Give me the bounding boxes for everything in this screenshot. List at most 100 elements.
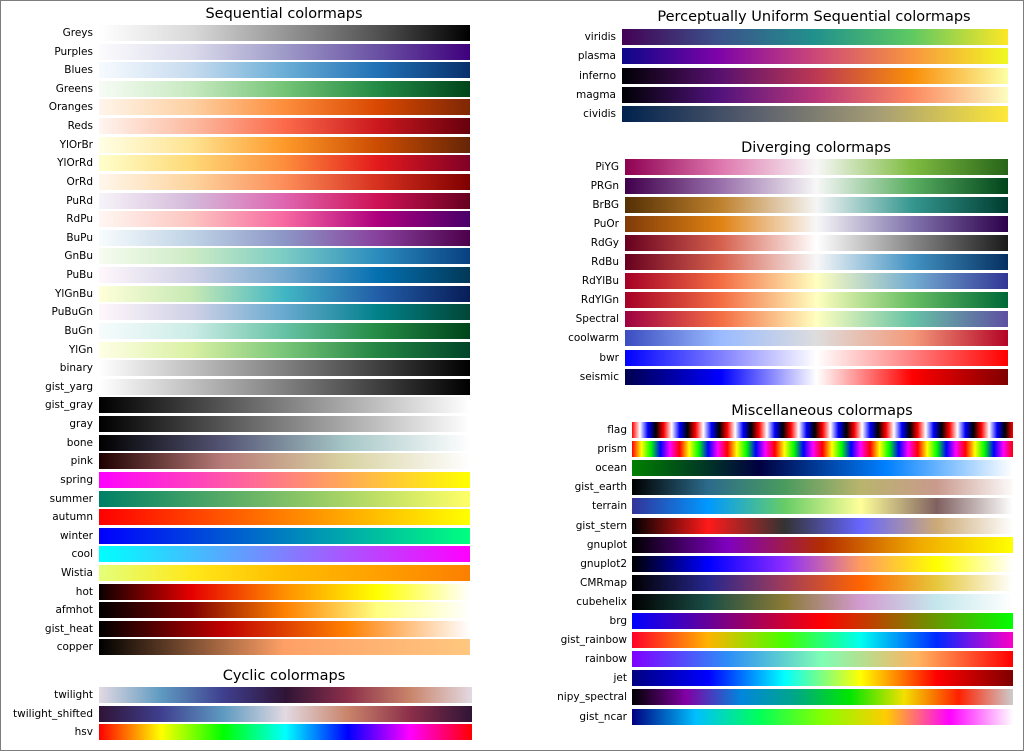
colormap-label: afmhot	[55, 604, 93, 616]
colormap-row-gist-gray: gist_gray	[0, 397, 470, 413]
colormap-bar	[99, 379, 470, 395]
colormap-bar	[632, 670, 1013, 686]
colormap-row-copper: copper	[0, 639, 470, 655]
colormap-row-afmhot: afmhot	[0, 602, 470, 618]
colormap-bar	[99, 248, 470, 264]
colormap-label: YlOrRd	[57, 157, 93, 169]
colormap-label: hot	[75, 586, 93, 598]
colormap-bar	[99, 99, 470, 115]
colormap-row-flag: flag	[0, 422, 1013, 438]
colormap-row-cividis: cividis	[0, 106, 1008, 122]
colormap-bar	[625, 350, 1008, 366]
colormap-label: PuRd	[66, 195, 93, 207]
colormap-row-rdylgn: RdYlGn	[0, 292, 1008, 308]
colormap-bar	[625, 216, 1008, 232]
colormap-label: Purples	[54, 46, 93, 58]
colormap-row-blues: Blues	[0, 62, 470, 78]
colormap-bar	[99, 621, 470, 637]
colormap-row-cubehelix: cubehelix	[0, 594, 1013, 610]
colormap-label: gist_stern	[575, 520, 627, 532]
colormap-label: gnuplot2	[580, 558, 627, 570]
colormap-label: gist_earth	[574, 481, 627, 493]
colormap-row-brbg: BrBG	[0, 197, 1008, 213]
colormap-bar	[99, 472, 470, 488]
colormap-bar	[632, 613, 1013, 629]
colormap-label: inferno	[579, 70, 616, 82]
colormap-row-magma: magma	[0, 87, 1008, 103]
colormap-label: GnBu	[64, 250, 93, 262]
colormap-label: brg	[609, 615, 627, 627]
colormap-label: BrBG	[592, 199, 619, 211]
colormap-bar	[632, 575, 1013, 591]
colormap-row-summer: summer	[0, 491, 470, 507]
colormap-label: rainbow	[585, 653, 627, 665]
group-title: Sequential colormaps	[205, 6, 363, 22]
colormap-label: seismic	[579, 371, 619, 383]
colormap-row-cmrmap: CMRmap	[0, 575, 1013, 591]
colormap-row-gist-yarg: gist_yarg	[0, 379, 470, 395]
colormap-bar	[632, 498, 1013, 514]
colormap-label: gist_ncar	[579, 711, 627, 723]
colormap-bar	[99, 360, 470, 376]
colormap-row-brg: brg	[0, 613, 1013, 629]
colormap-row-inferno: inferno	[0, 68, 1008, 84]
colormap-bar	[99, 118, 470, 134]
colormap-row-gist-ncar: gist_ncar	[0, 709, 1013, 725]
colormap-label: PRGn	[590, 180, 619, 192]
colormap-label: pink	[70, 455, 93, 467]
colormap-label: YlGnBu	[55, 288, 93, 300]
colormap-row-rdgy: RdGy	[0, 235, 1008, 251]
colormap-label: gist_heat	[44, 623, 93, 635]
group-title: Perceptually Uniform Sequential colormap…	[657, 9, 971, 25]
colormap-row-plasma: plasma	[0, 48, 1008, 64]
colormap-row-bupu: BuPu	[0, 230, 470, 246]
colormap-bar	[99, 416, 470, 432]
colormap-bar	[99, 565, 470, 581]
colormap-row-ylgn: YlGn	[0, 342, 470, 358]
colormap-row-ylorbr: YlOrBr	[0, 137, 470, 153]
colormap-row-autumn: autumn	[0, 509, 470, 525]
colormap-row-purd: PuRd	[0, 193, 470, 209]
colormap-bar	[632, 479, 1013, 495]
colormap-row-gnuplot2: gnuplot2	[0, 556, 1013, 572]
colormap-row-rdylbu: RdYlBu	[0, 273, 1008, 289]
colormap-bar	[99, 639, 470, 655]
colormap-bar	[625, 273, 1008, 289]
colormap-row-gray: gray	[0, 416, 470, 432]
colormap-row-gist-heat: gist_heat	[0, 621, 470, 637]
colormap-label: magma	[576, 89, 616, 101]
colormap-bar	[99, 62, 470, 78]
colormap-label: PiYG	[595, 161, 619, 173]
colormap-row-prism: prism	[0, 441, 1013, 457]
colormap-label: twilight_shifted	[13, 708, 93, 720]
colormap-row-cool: cool	[0, 546, 470, 562]
colormap-bar	[625, 178, 1008, 194]
colormap-row-terrain: terrain	[0, 498, 1013, 514]
colormap-label: RdBu	[591, 256, 619, 268]
colormap-label: bone	[66, 437, 93, 449]
colormap-row-coolwarm: coolwarm	[0, 330, 1008, 346]
colormap-label: copper	[56, 641, 93, 653]
colormap-row-seismic: seismic	[0, 369, 1008, 385]
colormap-row-prgn: PRGn	[0, 178, 1008, 194]
colormap-label: RdYlGn	[580, 294, 619, 306]
colormap-label: PuOr	[593, 218, 619, 230]
colormap-label: CMRmap	[579, 577, 627, 589]
colormap-label: Oranges	[48, 101, 93, 113]
colormap-row-oranges: Oranges	[0, 99, 470, 115]
colormap-bar	[99, 687, 472, 703]
colormap-bar	[99, 342, 470, 358]
colormap-label: Blues	[64, 64, 93, 76]
colormap-row-spring: spring	[0, 472, 470, 488]
colormap-label: cubehelix	[576, 596, 627, 608]
group-title: Miscellaneous colormaps	[731, 403, 913, 419]
colormap-bar	[632, 689, 1013, 705]
colormap-bar	[99, 323, 470, 339]
group-title: Cyclic colormaps	[222, 668, 346, 684]
colormap-bar	[625, 197, 1008, 213]
colormap-bar	[99, 304, 470, 320]
colormap-label: YlGn	[68, 344, 93, 356]
colormap-row-twilight: twilight	[0, 687, 472, 703]
colormap-bar	[99, 267, 470, 283]
group-title: Diverging colormaps	[741, 140, 891, 156]
